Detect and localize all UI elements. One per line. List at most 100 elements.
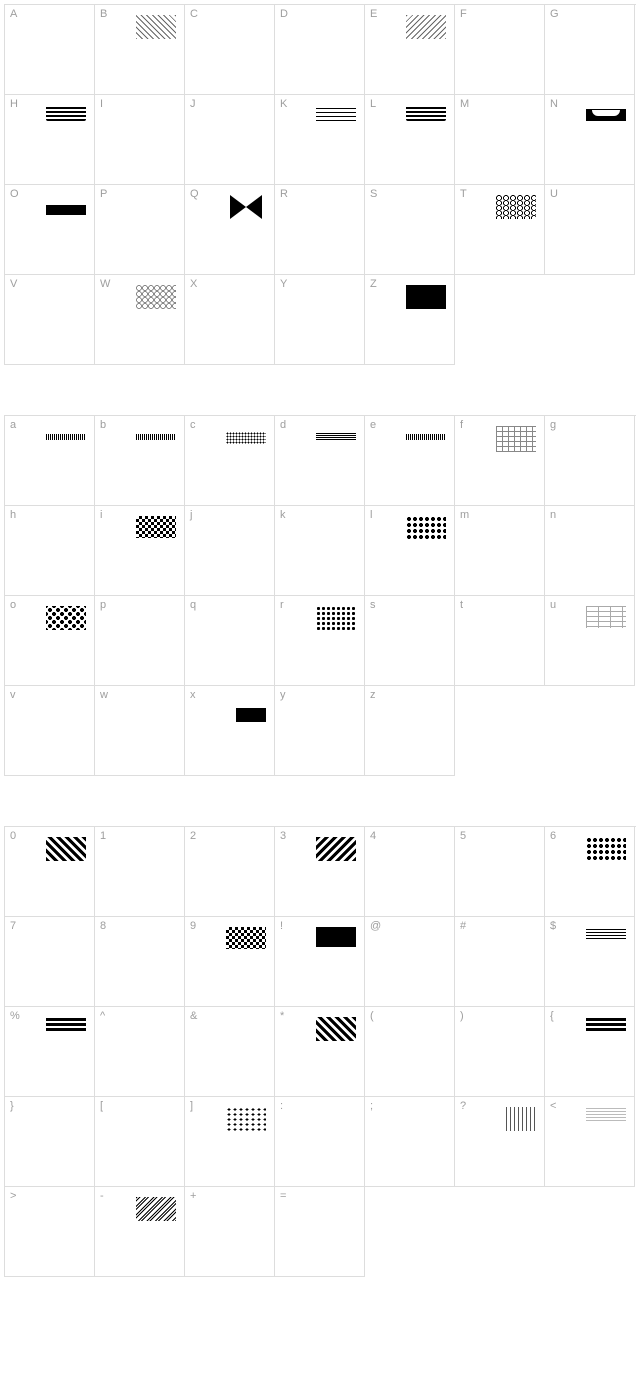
cell-label: 8 [100,920,106,932]
glyph-vert-bars [506,1107,536,1131]
cell-symbols-4: 4 [365,827,455,917]
cell-label: C [190,8,198,20]
glyph-hearts [406,285,446,309]
cell-symbols-19: ) [455,1007,545,1097]
cell-label: 6 [550,830,556,842]
cell-uppercase-18: S [365,185,455,275]
cell-symbols-28: > [5,1187,95,1277]
cell-uppercase-6: G [545,5,635,95]
cell-label: } [10,1100,14,1112]
cell-label: w [100,689,108,701]
glyph-circles-dark [586,837,626,861]
cell-label: h [10,509,16,521]
cell-lowercase-5: f [455,416,545,506]
glyph-diag-bold-alt [316,837,356,861]
cell-lowercase-2: c [185,416,275,506]
cell-label: g [550,419,556,431]
cell-uppercase-12: M [455,95,545,185]
cell-lowercase-4: e [365,416,455,506]
cell-lowercase-22: w [95,686,185,776]
grid-uppercase: ABCDEFGHIJKLMNOPQRSTUVWXYZ [4,4,636,365]
cell-label: 4 [370,830,376,842]
cell-label: J [190,98,196,110]
cell-label: X [190,278,197,290]
cell-lowercase-9: j [185,506,275,596]
cell-label: T [460,188,467,200]
cell-symbols-25: ; [365,1097,455,1187]
cell-symbols-14: % [5,1007,95,1097]
cell-label: = [280,1190,286,1202]
glyph-horiz-outline [586,1107,626,1121]
cell-uppercase-10: K [275,95,365,185]
glyph-diag-bold [316,1017,356,1041]
glyph-diag-thin-alt [406,15,446,39]
cell-uppercase-11: L [365,95,455,185]
cell-label: F [460,8,467,20]
glyph-solid-black [316,927,356,947]
cell-label: ) [460,1010,464,1022]
cell-symbols-30: + [185,1187,275,1277]
cell-symbols-2: 2 [185,827,275,917]
cell-lowercase-1: b [95,416,185,506]
cell-lowercase-25: z [365,686,455,776]
cell-lowercase-8: i [95,506,185,596]
glyph-checker [136,516,176,538]
cell-symbols-20: { [545,1007,635,1097]
cell-uppercase-15: P [95,185,185,275]
cell-lowercase-23: x [185,686,275,776]
glyph-brick [586,606,626,628]
cell-uppercase-1: B [95,5,185,95]
cell-uppercase-19: T [455,185,545,275]
glyph-cross-dots [46,606,86,630]
cell-label: 2 [190,830,196,842]
cell-uppercase-13: N [545,95,635,185]
cell-symbols-3: 3 [275,827,365,917]
cell-label: # [460,920,466,932]
cell-label: I [100,98,103,110]
glyph-confetti [226,1107,266,1131]
cell-label: Y [280,278,287,290]
grid-lowercase: abcdefghijklmnopqrstuvwxyz [4,415,636,776]
glyph-diag-thin [136,15,176,39]
cell-uppercase-23: X [185,275,275,365]
glyph-waves-outline [316,105,356,121]
cell-label: > [10,1190,16,1202]
glyph-tiny-strip [46,434,86,440]
cell-uppercase-16: Q [185,185,275,275]
cell-lowercase-19: t [455,596,545,686]
cell-label: 0 [10,830,16,842]
cell-lowercase-6: g [545,416,635,506]
cell-symbols-21: } [5,1097,95,1187]
glyph-mesh-outline [136,285,176,309]
cell-label: ? [460,1100,466,1112]
glyph-bar-solid [46,205,86,215]
cell-symbols-8: 8 [95,917,185,1007]
cell-label: 3 [280,830,286,842]
cell-label: 5 [460,830,466,842]
glyph-solid-small [236,708,266,722]
cell-label: Z [370,278,377,290]
cell-label: B [100,8,107,20]
cell-label: @ [370,920,381,932]
cell-symbols-18: ( [365,1007,455,1097]
cell-label: a [10,419,16,431]
cell-symbols-1: 1 [95,827,185,917]
cell-uppercase-0: A [5,5,95,95]
cell-lowercase-12: m [455,506,545,596]
glyph-diag-bold [46,837,86,861]
cell-symbols-26: ? [455,1097,545,1187]
cell-label: W [100,278,110,290]
cell-lowercase-21: v [5,686,95,776]
cell-label: r [280,599,284,611]
cell-label: { [550,1010,554,1022]
cell-label: Q [190,188,199,200]
cell-symbols-5: 5 [455,827,545,917]
cell-symbols-15: ^ [95,1007,185,1097]
cell-label: $ [550,920,556,932]
cell-label: O [10,188,19,200]
cell-label: ! [280,920,283,932]
cell-lowercase-7: h [5,506,95,596]
cell-label: t [460,599,463,611]
cell-symbols-10: ! [275,917,365,1007]
cell-label: < [550,1100,556,1112]
